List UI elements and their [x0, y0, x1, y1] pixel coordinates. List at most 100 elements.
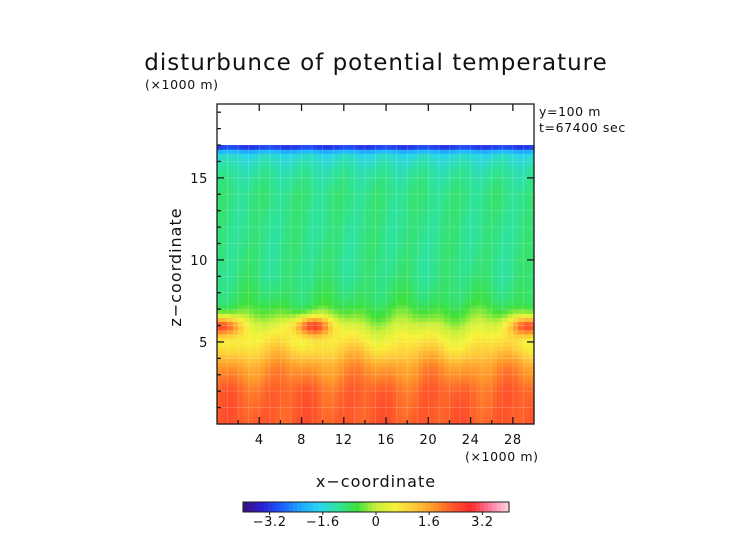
field-cell — [391, 329, 398, 335]
field-cell — [423, 362, 429, 368]
field-cell — [407, 415, 414, 421]
field-cell — [306, 259, 313, 265]
field-cell — [280, 231, 287, 236]
field-cell — [481, 321, 488, 327]
field-cell — [280, 276, 287, 282]
field-cell — [518, 227, 525, 232]
field-cell — [364, 341, 371, 347]
field-cell — [465, 272, 472, 277]
field-cell — [253, 329, 260, 335]
field-cell — [386, 181, 392, 187]
field-cell — [322, 239, 329, 245]
field-cell — [227, 251, 234, 257]
field-cell — [354, 190, 361, 195]
field-cell — [396, 370, 403, 376]
field-cell — [497, 305, 503, 310]
field-cell — [380, 272, 387, 277]
field-cell — [396, 165, 403, 171]
field-cell — [296, 239, 303, 245]
field-cell — [243, 255, 250, 261]
field-cell — [359, 346, 366, 351]
field-cell — [343, 374, 350, 380]
field-cell — [338, 255, 345, 261]
field-cell — [333, 387, 340, 392]
field-cell — [253, 239, 260, 245]
field-cell — [428, 251, 435, 257]
field-cell — [449, 239, 456, 245]
field-cell — [417, 259, 424, 265]
field-cell — [423, 280, 429, 286]
field-cell — [486, 239, 493, 245]
field-cell — [312, 411, 318, 417]
field-cell — [290, 206, 297, 212]
field-cell — [306, 374, 313, 380]
field-cell — [423, 169, 429, 175]
field-cell — [401, 382, 408, 388]
field-cell — [248, 305, 255, 310]
field-cell — [280, 378, 287, 384]
field-cell — [433, 325, 440, 331]
field-cell — [312, 280, 318, 286]
field-cell — [375, 202, 382, 208]
field-cell — [518, 296, 525, 302]
field-cell — [275, 284, 281, 290]
field-cell — [507, 374, 514, 380]
field-cell — [359, 251, 366, 257]
field-cell — [507, 149, 514, 154]
colorbar-segment — [359, 502, 365, 512]
field-cell — [296, 366, 303, 372]
field-cell — [481, 333, 488, 339]
field-cell — [449, 399, 456, 405]
field-cell — [322, 399, 329, 405]
field-cell — [359, 272, 366, 277]
field-cell — [528, 354, 535, 359]
field-cell — [354, 169, 361, 175]
field-cell — [407, 288, 414, 294]
field-cell — [232, 403, 239, 409]
field-cell — [327, 354, 334, 359]
field-cell — [359, 321, 366, 327]
field-cell — [486, 317, 493, 323]
field-cell — [444, 296, 451, 302]
field-cell — [317, 206, 324, 212]
field-cell — [423, 222, 429, 228]
field-cell — [301, 235, 308, 240]
field-cell — [454, 370, 461, 376]
field-cell — [359, 341, 366, 347]
field-cell — [333, 259, 340, 265]
field-cell — [269, 350, 276, 355]
field-cell — [502, 354, 509, 359]
field-cell — [222, 305, 229, 310]
field-cell — [232, 309, 239, 314]
field-cell — [275, 186, 281, 191]
field-cell — [491, 284, 498, 290]
field-cell — [528, 165, 535, 171]
field-cell — [296, 284, 303, 290]
field-cell — [502, 259, 509, 265]
field-cell — [454, 284, 461, 290]
field-cell — [243, 202, 250, 208]
field-cell — [491, 177, 498, 183]
field-cell — [528, 153, 535, 158]
field-cell — [354, 382, 361, 388]
colorbar-segment — [338, 502, 344, 512]
field-cell — [475, 288, 482, 294]
field-cell — [375, 374, 382, 380]
field-cell — [523, 358, 530, 364]
field-cell — [248, 341, 255, 347]
field-cell — [518, 292, 525, 298]
field-cell — [475, 247, 482, 253]
colorbar-tick-label: 0 — [372, 515, 381, 530]
field-cell — [333, 313, 340, 318]
field-cell — [401, 341, 408, 347]
field-cell — [401, 231, 408, 236]
field-cell — [296, 350, 303, 355]
field-cell — [481, 210, 488, 216]
field-cell — [438, 268, 445, 273]
field-cell — [470, 206, 477, 212]
field-cell — [296, 222, 303, 228]
field-cell — [217, 222, 223, 228]
field-cell — [475, 231, 482, 236]
field-cell — [433, 346, 440, 351]
field-cell — [322, 337, 329, 343]
